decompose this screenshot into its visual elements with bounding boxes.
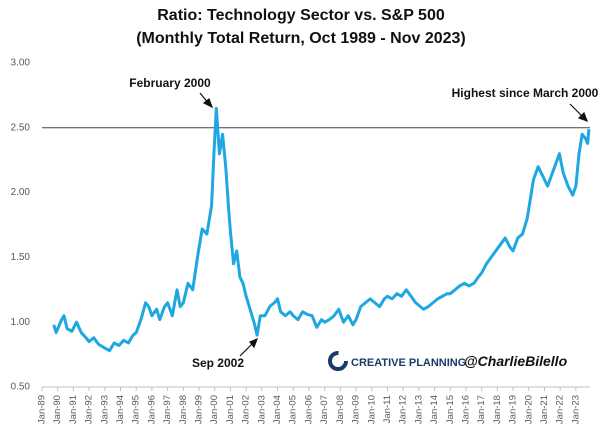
x-tick-label: Jan-20 — [523, 395, 534, 424]
x-tick-label: Jan-15 — [445, 395, 456, 424]
x-tick-label: Jan-18 — [492, 395, 503, 424]
x-tick-label: Jan-19 — [508, 395, 519, 424]
x-tick-label: Jan-01 — [225, 395, 236, 424]
x-tick-label: Jan-96 — [146, 395, 157, 424]
y-tick-label: 1.00 — [11, 317, 31, 328]
x-tick-label: Jan-06 — [303, 395, 314, 424]
x-tick-label: Jan-08 — [335, 395, 346, 424]
x-tick-label: Jan-97 — [162, 395, 173, 424]
x-tick-label: Jan-98 — [178, 395, 189, 424]
y-tick-label: 3.00 — [11, 58, 31, 69]
x-tick-label: Jan-09 — [351, 395, 362, 424]
y-tick-label: 1.50 — [11, 252, 31, 263]
brand: CREATIVE PLANNING — [351, 357, 466, 369]
chart-subtitle: (Monthly Total Return, Oct 1989 - Nov 20… — [136, 30, 466, 47]
x-tick-label: Jan-10 — [366, 395, 377, 424]
annotation: Sep 2002 — [192, 356, 244, 370]
y-tick-label: 2.00 — [11, 187, 31, 198]
x-tick-label: Jan-23 — [570, 395, 581, 424]
x-tick-label: Jan-89 — [37, 395, 48, 424]
x-tick-label: Jan-04 — [272, 395, 283, 424]
x-tick-label: Jan-90 — [52, 395, 63, 424]
annotation-arrows — [199, 92, 589, 357]
x-tick-label: Jan-05 — [288, 395, 299, 424]
x-tick-label: Jan-14 — [429, 395, 440, 424]
x-tick-label: Jan-95 — [131, 395, 142, 424]
x-tick-label: Jan-07 — [319, 395, 330, 424]
x-tick-label: Jan-94 — [115, 395, 126, 424]
x-tick-label: Jan-12 — [398, 395, 409, 424]
data-line — [52, 106, 591, 353]
x-tick-label: Jan-16 — [460, 395, 471, 424]
x-tick-label: Jan-02 — [241, 395, 252, 424]
x-tick-label: Jan-92 — [84, 395, 95, 424]
x-tick-label: Jan-91 — [68, 395, 79, 424]
x-tick-label: Jan-17 — [476, 395, 487, 424]
logo: CREATIVE PLANNING @CharlieBilello — [328, 351, 568, 371]
x-tick-label: Jan-00 — [209, 395, 220, 424]
x-tick-label: Jan-99 — [194, 395, 205, 424]
x-tick-label: Jan-13 — [413, 395, 424, 424]
x-tick-label: Jan-11 — [382, 395, 393, 423]
annotation: February 2000 — [129, 76, 211, 90]
chart-title: Ratio: Technology Sector vs. S&P 500 — [157, 7, 445, 24]
x-tick-label: Jan-03 — [256, 395, 267, 424]
x-tick-label: Jan-22 — [555, 395, 566, 424]
x-tick-label: Jan-21 — [539, 395, 550, 424]
handle: @CharlieBilello — [464, 353, 568, 369]
annotation: Highest since March 2000 — [452, 86, 599, 100]
x-tick-label: Jan-93 — [99, 395, 110, 424]
y-tick-label: 2.50 — [11, 122, 31, 133]
y-tick-label: 0.50 — [11, 382, 31, 393]
